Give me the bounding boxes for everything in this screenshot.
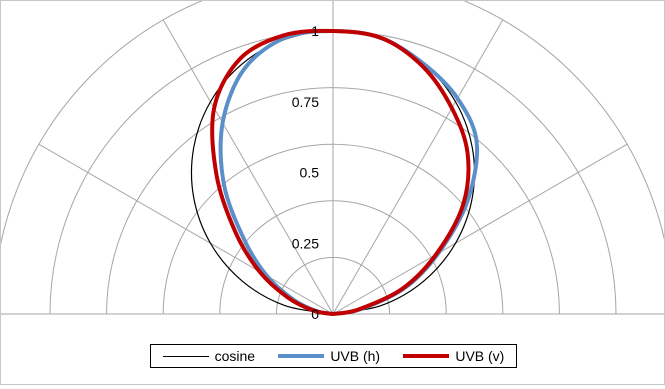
legend-item-uvb-v: UVB (v) bbox=[403, 348, 504, 364]
radial-tick-label: 0.75 bbox=[292, 94, 319, 110]
legend-label-uvb-v: UVB (v) bbox=[455, 348, 505, 364]
radial-tick-label: 1 bbox=[311, 23, 319, 39]
radial-tick-label: 0.25 bbox=[292, 235, 319, 251]
grid-spoke bbox=[162, 19, 334, 315]
legend-label-uvb-h: UVB (h) bbox=[330, 348, 381, 364]
legend-swatch-uvb-v bbox=[403, 354, 450, 358]
legend-item-cosine: cosine bbox=[162, 348, 256, 364]
grid-ring bbox=[0, 0, 665, 251]
radial-tick-label: 0.5 bbox=[300, 165, 320, 181]
series-line-uvb-v bbox=[210, 28, 471, 316]
legend-label-cosine: cosine bbox=[214, 348, 256, 364]
grid-spoke bbox=[332, 143, 628, 315]
grid-spoke bbox=[332, 19, 504, 315]
radial-tick-labels: 0 0.25 0.5 0.75 1 bbox=[292, 23, 319, 322]
series-layer bbox=[190, 28, 480, 316]
polar-grid bbox=[0, 0, 665, 315]
legend-swatch-uvb-h bbox=[278, 354, 325, 358]
legend-item-uvb-h: UVB (h) bbox=[278, 348, 380, 364]
legend-swatch-cosine bbox=[162, 355, 209, 357]
radial-tick-label: 0 bbox=[311, 306, 319, 322]
grid-spoke bbox=[38, 143, 334, 315]
legend: cosine UVB (h) UVB (v) bbox=[150, 344, 517, 368]
